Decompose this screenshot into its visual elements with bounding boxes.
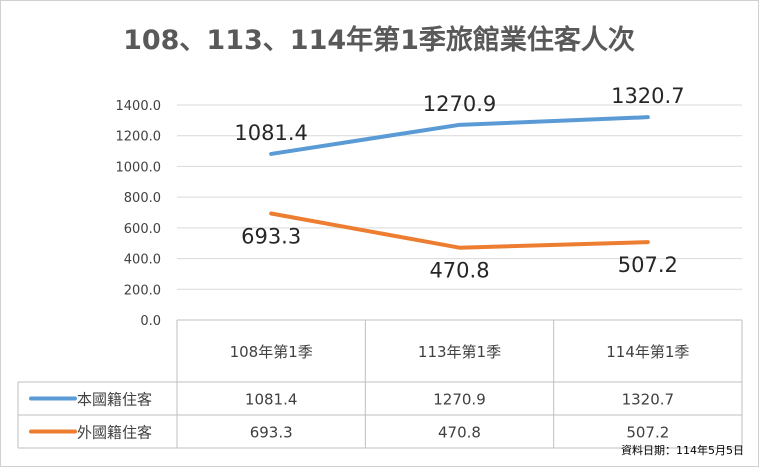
data-label: 507.2 [618, 253, 678, 277]
data-label: 1270.9 [423, 92, 496, 116]
category-label: 114年第1季 [606, 343, 689, 361]
data-labels: 1081.4 1270.9 1320.7 693.3 470.8 507.2 [234, 84, 684, 283]
y-tick-label: 0.0 [140, 314, 161, 329]
y-tick-label: 600.0 [124, 222, 161, 237]
data-label: 1081.4 [234, 121, 307, 145]
y-tick-label: 1200.0 [116, 130, 162, 145]
data-label: 1320.7 [611, 84, 684, 108]
y-tick-label: 200.0 [124, 283, 161, 298]
gridlines [177, 104, 742, 290]
table-cell: 693.3 [250, 424, 293, 442]
legend-label: 本國籍住客 [77, 391, 152, 409]
source-note: 資料日期：114年5月5日 [621, 443, 744, 457]
y-axis: 0.0 200.0 400.0 600.0 800.0 1000.0 1200.0 1400.… [116, 99, 162, 329]
y-tick-label: 1000.0 [116, 160, 162, 175]
y-tick-label: 800.0 [124, 191, 161, 206]
y-tick-label: 1400.0 [116, 99, 162, 114]
category-label: 108年第1季 [230, 343, 313, 361]
table-cell: 507.2 [626, 424, 669, 442]
data-label: 693.3 [241, 225, 301, 249]
series-line [269, 115, 650, 156]
y-tick-label: 400.0 [124, 253, 161, 268]
category-label: 113年第1季 [418, 343, 501, 361]
table-cell: 1320.7 [622, 391, 675, 409]
series-line [269, 211, 650, 250]
series-lines [269, 115, 650, 250]
table-cell: 1081.4 [245, 391, 298, 409]
table-cell: 1270.9 [433, 391, 486, 409]
data-label: 470.8 [429, 259, 489, 283]
table-cell: 470.8 [438, 424, 481, 442]
legend-label: 外國籍住客 [77, 424, 152, 442]
chart-title: 108、113、114年第1季旅館業住客人次 [123, 24, 635, 56]
